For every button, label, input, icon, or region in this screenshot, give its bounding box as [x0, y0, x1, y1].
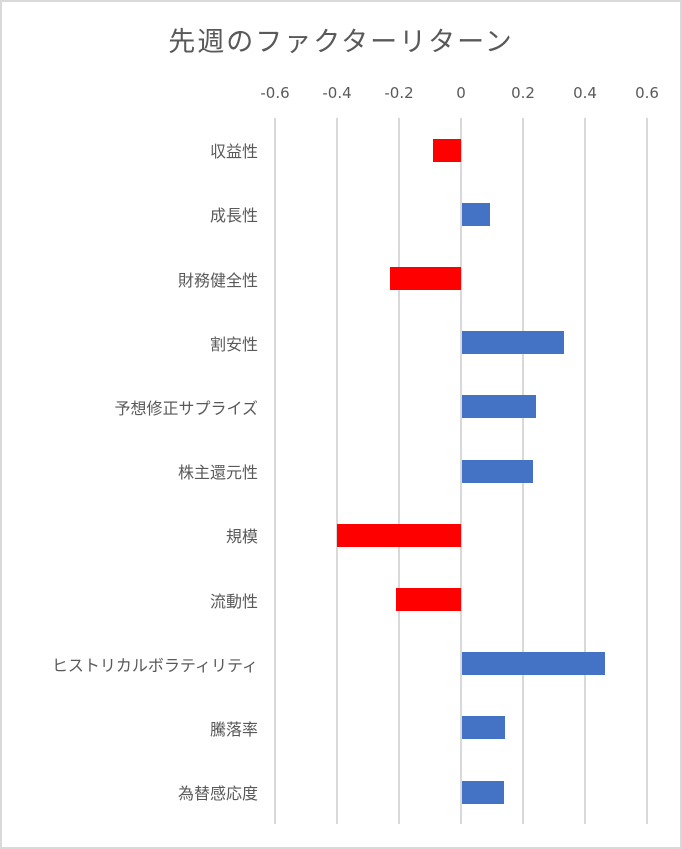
bar — [462, 331, 565, 355]
chart-title: 先週のファクターリターン — [168, 27, 514, 58]
category-label: 財務健全性 — [177, 270, 258, 290]
gridline — [274, 118, 276, 824]
category-label: 予想修正サプライズ — [114, 398, 258, 418]
bar — [389, 267, 461, 290]
category-label: 割安性 — [209, 334, 258, 354]
gridline — [584, 118, 586, 824]
category-label: 為替感応度 — [177, 784, 258, 804]
x-tick-label: 0.2 — [511, 84, 535, 102]
bar — [462, 202, 490, 226]
category-label: 成長性 — [209, 206, 258, 226]
bar — [433, 138, 461, 162]
bar — [395, 588, 461, 611]
x-tick-label: -0.6 — [260, 84, 290, 102]
bar — [462, 395, 537, 419]
x-tick-label: 0.6 — [635, 84, 659, 102]
category-label: 収益性 — [209, 142, 258, 162]
bar — [337, 523, 461, 547]
x-tick-label: 0 — [456, 84, 466, 102]
x-tick-label: -0.2 — [384, 84, 414, 102]
gridline — [398, 118, 400, 824]
category-label: ヒストリカルボラティリティ — [51, 655, 258, 675]
category-label: 流動性 — [209, 591, 258, 611]
category-label: 規模 — [225, 527, 258, 547]
gridline — [336, 118, 338, 824]
gridline — [460, 118, 462, 824]
bar — [462, 652, 605, 676]
category-label: 騰落率 — [209, 719, 258, 739]
x-tick-label: 0.4 — [573, 84, 597, 102]
gridline — [646, 118, 648, 824]
x-tick-label: -0.4 — [322, 84, 352, 102]
bar — [462, 716, 506, 740]
bar — [462, 459, 534, 483]
category-label: 株主還元性 — [177, 463, 258, 483]
bar — [462, 780, 504, 804]
